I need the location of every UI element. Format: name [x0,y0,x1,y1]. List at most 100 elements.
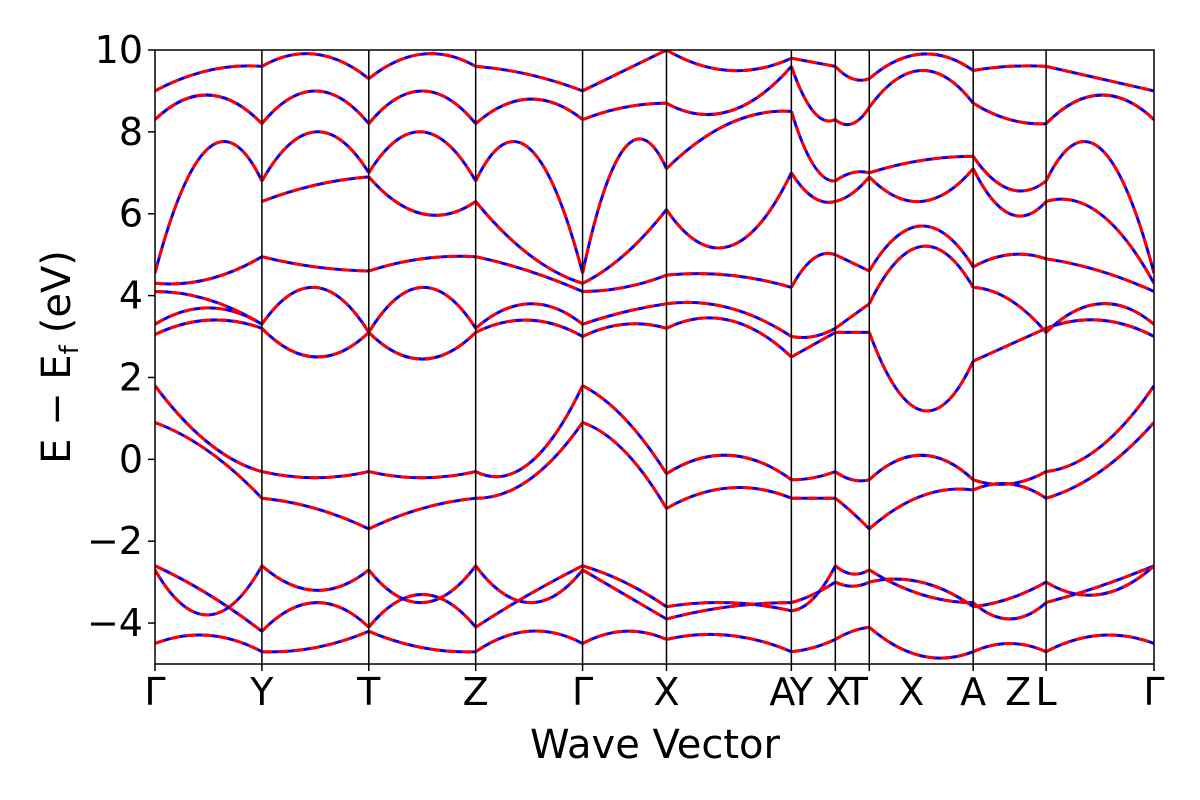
band-series_b-seg9-b2 [973,580,1047,609]
band-series_b-seg2-b7 [368,254,476,273]
band-series_b-seg0-b1 [155,564,263,633]
band-series_b-seg7-b4 [834,470,870,483]
y-tick-label-7: −4 [87,601,143,645]
band-series_b-seg8-b8 [868,167,975,203]
band-series_b-seg6-b7 [790,251,836,289]
band-series_b-seg7-b6 [834,302,871,330]
band-series_b-seg1-b10 [260,89,370,125]
band-series_a-seg1-b5 [260,327,370,359]
band-series_b-seg5-b8 [665,172,793,250]
band-series_b-seg8-b0 [868,626,974,660]
band-series_b-seg2-b8 [367,175,477,217]
band-series_b-seg6-b8 [790,172,836,204]
band-series_b-seg2-b11 [367,52,477,80]
band-series_a-seg10-b7 [1045,257,1154,293]
band-series_b-seg5-b0 [666,632,792,654]
band-series_b-seg7-b7 [834,253,870,273]
band-series_b-seg6-b9 [789,110,836,183]
band-series_b-seg2-b10 [367,89,477,125]
band-series_b-seg10-b8 [1045,197,1154,285]
band-series_b-seg0-b2 [155,565,264,617]
band-series_a-seg2-b2 [367,564,477,605]
band-series_b-seg1-b4 [261,470,370,480]
band-series_b-seg8-b10 [868,69,975,109]
band-series_a-seg8-b3 [868,487,974,531]
band-series_b-seg4-b8 [581,208,668,285]
y-axis-label-main: E − E [34,354,80,464]
band-series_b-seg3-b2 [474,564,584,605]
band-series_a-seg4-b10 [582,101,667,121]
band-series_b-seg4-b6 [582,302,667,326]
band-series_a-seg9-b6 [973,285,1048,334]
band-series_a-seg3-b5 [475,318,584,338]
band-series_a-seg10-b4 [1045,384,1154,474]
band-series_b-seg2-b2 [367,564,477,605]
band-series_b-seg6-b0 [791,638,836,654]
x-axis-label: Wave Vector [530,722,781,768]
band-series_a-seg5-b9 [665,109,792,170]
band-series_a-seg9-b8 [971,168,1048,218]
band-series_b-seg10-b5 [1045,318,1154,338]
band-series_b-seg0-b10 [155,93,263,125]
band-series_a-seg5-b4 [665,453,793,482]
band-series_b-seg9-b7 [972,252,1047,269]
band-series_b-seg9-b10 [972,101,1047,126]
band-series_b-seg4-b10 [582,101,667,121]
x-tick-label-8: X [825,670,851,714]
band-series_b-seg3-b6 [474,302,584,330]
band-series_b-seg3-b0 [474,629,584,653]
y-tick-label-1: 8 [119,110,143,154]
band-series_b-seg1-b5 [260,327,370,359]
band-series_b-seg6-b4 [791,470,836,482]
band-series_b-seg8-b7 [868,224,975,272]
band-series_b-seg10-b1 [1045,564,1154,605]
band-series_b-seg4-b3 [582,421,668,510]
band-series_b-seg0-b7 [155,290,263,326]
band-series_a-seg9-b2 [973,580,1047,609]
band-series_a-seg0-b9 [155,140,264,274]
band-series_a-seg4-b0 [581,629,668,645]
band-series_b-seg9-b0 [972,642,1047,654]
x-tick-label-14: Γ [1143,670,1164,714]
band-series_b-seg7-b3 [834,497,871,530]
band-series_b-seg5-b11 [665,50,793,73]
band-series_b-seg0-b8 [155,255,263,286]
band-series_b-seg6-b2 [790,580,837,605]
band-series_b-seg7-b11 [834,65,870,82]
band-series_b-seg9-b5 [972,326,1047,363]
x-tick-label-1: Y [249,670,274,714]
x-tick-label-12: Z [1005,670,1031,714]
band-series_b-seg0-b0 [155,633,263,654]
band-series_b-seg3-b7 [475,255,584,293]
y-tick-label-0: 10 [95,28,143,72]
band-series_b-seg5-b2 [666,601,792,621]
band-series_b-seg4-b7 [582,273,668,293]
band-series_b-seg2-b1 [367,593,477,629]
band-series_b-seg7-b10 [834,106,871,127]
y-tick-label-2: 6 [119,192,143,236]
band-series_b-seg5-b6 [666,300,793,338]
band-series_b-seg8-b2 [868,577,975,608]
band-series_b-seg0-b4 [155,384,263,474]
band-series_a-seg1-b7 [261,255,369,273]
y-axis-label-sub: f [55,344,85,354]
y-tick-label-3: 4 [119,274,143,318]
band-series_b-seg9-b9 [971,155,1048,193]
y-tick-label-5: 0 [119,437,143,481]
band-series_a-seg10-b9 [1044,140,1154,274]
band-series_b-seg10-b0 [1045,633,1154,654]
band-series_b-seg6-b1 [791,565,837,613]
band-series_b-seg6-b11 [791,56,836,68]
band-series_a-seg0-b10 [155,93,263,125]
band-series_b-seg7-b9 [834,170,870,183]
band-series_a-seg3-b1 [474,564,584,629]
band-series_a-seg9-b3 [972,482,1047,500]
band-series_b-seg2-b6 [367,285,477,334]
band-series_a-seg5-b1 [666,600,792,613]
band-series_b-seg4-b2 [581,568,668,621]
band-series_b-seg8-b11 [868,52,975,80]
band-series_b-seg5-b5 [665,316,793,359]
band-series_b-seg1-b6 [260,285,371,334]
band-series_b-seg4-b1 [582,564,668,608]
